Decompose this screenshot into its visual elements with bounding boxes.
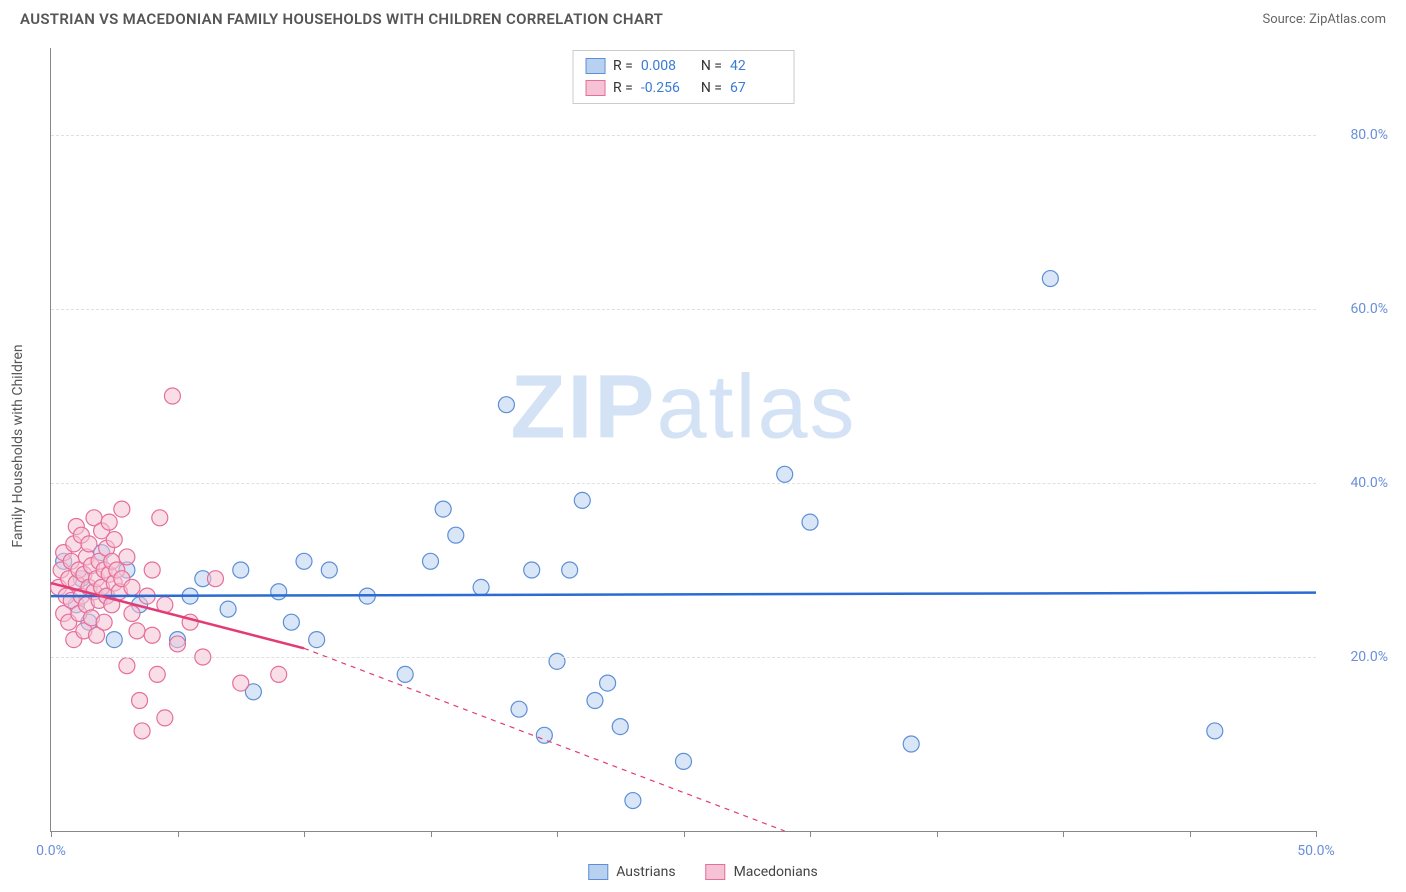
data-point [233, 675, 249, 691]
data-point [134, 723, 150, 739]
xtick [304, 831, 305, 837]
y-axis-label: Family Households with Children [10, 344, 26, 547]
data-point [157, 710, 173, 726]
data-point [612, 719, 628, 735]
data-point [903, 736, 919, 752]
data-point [149, 666, 165, 682]
data-point [164, 388, 180, 404]
chart-title: AUSTRIAN VS MACEDONIAN FAMILY HOUSEHOLDS… [20, 10, 663, 28]
legend-item-austrian: Austrians [588, 864, 675, 880]
xtick [51, 831, 52, 837]
legend-label-austrian: Austrians [616, 864, 675, 880]
data-point [777, 466, 793, 482]
data-point [524, 562, 540, 578]
legend-swatch-macedonian [706, 864, 726, 880]
chart-plot-area: ZIPatlas R = 0.008 N = 42 R = -0.256 N =… [50, 48, 1316, 832]
data-point [119, 549, 135, 565]
data-point [152, 510, 168, 526]
legend-label-macedonian: Macedonians [734, 864, 818, 880]
source-attribution: Source: ZipAtlas.com [1262, 12, 1386, 27]
data-point [511, 701, 527, 717]
ytick-label: 80.0% [1328, 127, 1388, 143]
data-point [435, 501, 451, 517]
data-point [587, 693, 603, 709]
xtick [810, 831, 811, 837]
scatter-svg [51, 48, 1316, 831]
series-legend: Austrians Macedonians [588, 864, 818, 880]
ytick-label: 60.0% [1328, 301, 1388, 317]
gridline [51, 483, 1316, 484]
data-point [144, 562, 160, 578]
data-point [132, 693, 148, 709]
data-point [106, 632, 122, 648]
data-point [124, 606, 140, 622]
data-point [271, 666, 287, 682]
trend-line [51, 593, 1316, 596]
data-point [473, 579, 489, 595]
gridline [51, 309, 1316, 310]
data-point [271, 584, 287, 600]
data-point [96, 614, 112, 630]
xtick [1190, 831, 1191, 837]
data-point [423, 553, 439, 569]
data-point [397, 666, 413, 682]
data-point [498, 397, 514, 413]
data-point [124, 579, 140, 595]
data-point [625, 793, 641, 809]
xtick-label: 0.0% [36, 843, 66, 859]
data-point [283, 614, 299, 630]
xtick [431, 831, 432, 837]
data-point [321, 562, 337, 578]
xtick [1316, 831, 1317, 837]
data-point [81, 536, 97, 552]
data-point [119, 658, 135, 674]
data-point [448, 527, 464, 543]
data-point [233, 562, 249, 578]
source-label: Source: [1262, 12, 1309, 27]
data-point [101, 514, 117, 530]
data-point [129, 623, 145, 639]
data-point [207, 571, 223, 587]
xtick [557, 831, 558, 837]
source-value: ZipAtlas.com [1309, 12, 1386, 27]
legend-item-macedonian: Macedonians [706, 864, 818, 880]
data-point [1207, 723, 1223, 739]
legend-swatch-austrian [588, 864, 608, 880]
gridline [51, 135, 1316, 136]
data-point [549, 653, 565, 669]
data-point [676, 753, 692, 769]
data-point [144, 627, 160, 643]
gridline [51, 657, 1316, 658]
xtick [684, 831, 685, 837]
xtick [937, 831, 938, 837]
data-point [562, 562, 578, 578]
data-point [106, 532, 122, 548]
data-point [802, 514, 818, 530]
data-point [309, 632, 325, 648]
data-point [114, 501, 130, 517]
data-point [220, 601, 236, 617]
data-point [574, 492, 590, 508]
data-point [296, 553, 312, 569]
data-point [1042, 271, 1058, 287]
ytick-label: 20.0% [1328, 649, 1388, 665]
xtick [1063, 831, 1064, 837]
ytick-label: 40.0% [1328, 475, 1388, 491]
xtick-label: 50.0% [1297, 843, 1335, 859]
data-point [600, 675, 616, 691]
data-point [170, 636, 186, 652]
xtick [178, 831, 179, 837]
data-point [536, 727, 552, 743]
